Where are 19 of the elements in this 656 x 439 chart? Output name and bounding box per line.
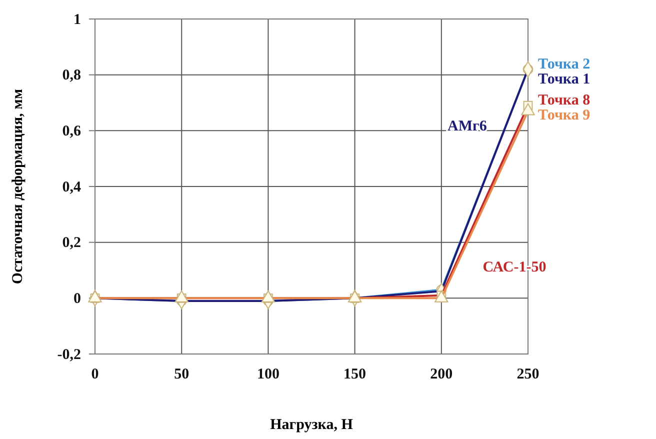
x-tick-label: 200	[430, 366, 453, 383]
series-label: Точка 1	[538, 71, 590, 88]
y-tick-label: 0,2	[62, 235, 81, 252]
series-label: Точка 9	[538, 108, 590, 124]
x-axis-title: Нагрузка, Н	[270, 417, 354, 433]
x-tick-label: 0	[91, 366, 99, 383]
x-tick-label: 100	[256, 366, 280, 383]
y-tick-label: 0,4	[62, 179, 82, 196]
y-tick-label: 1	[74, 12, 81, 28]
x-tick-label: 250	[516, 366, 540, 383]
y-tick-label: 0	[74, 290, 81, 307]
series-label: Точка 8	[538, 92, 590, 109]
y-tick-label: -0,2	[57, 346, 81, 363]
y-tick-label: 0,8	[62, 68, 81, 84]
series-label: Точка 2	[538, 56, 590, 72]
y-axis-title: Остаточная деформация, мм	[10, 88, 26, 284]
y-tick-label: 0,6	[62, 123, 82, 140]
x-tick-label: 150	[344, 366, 366, 383]
x-tick-label: 50	[174, 366, 190, 383]
